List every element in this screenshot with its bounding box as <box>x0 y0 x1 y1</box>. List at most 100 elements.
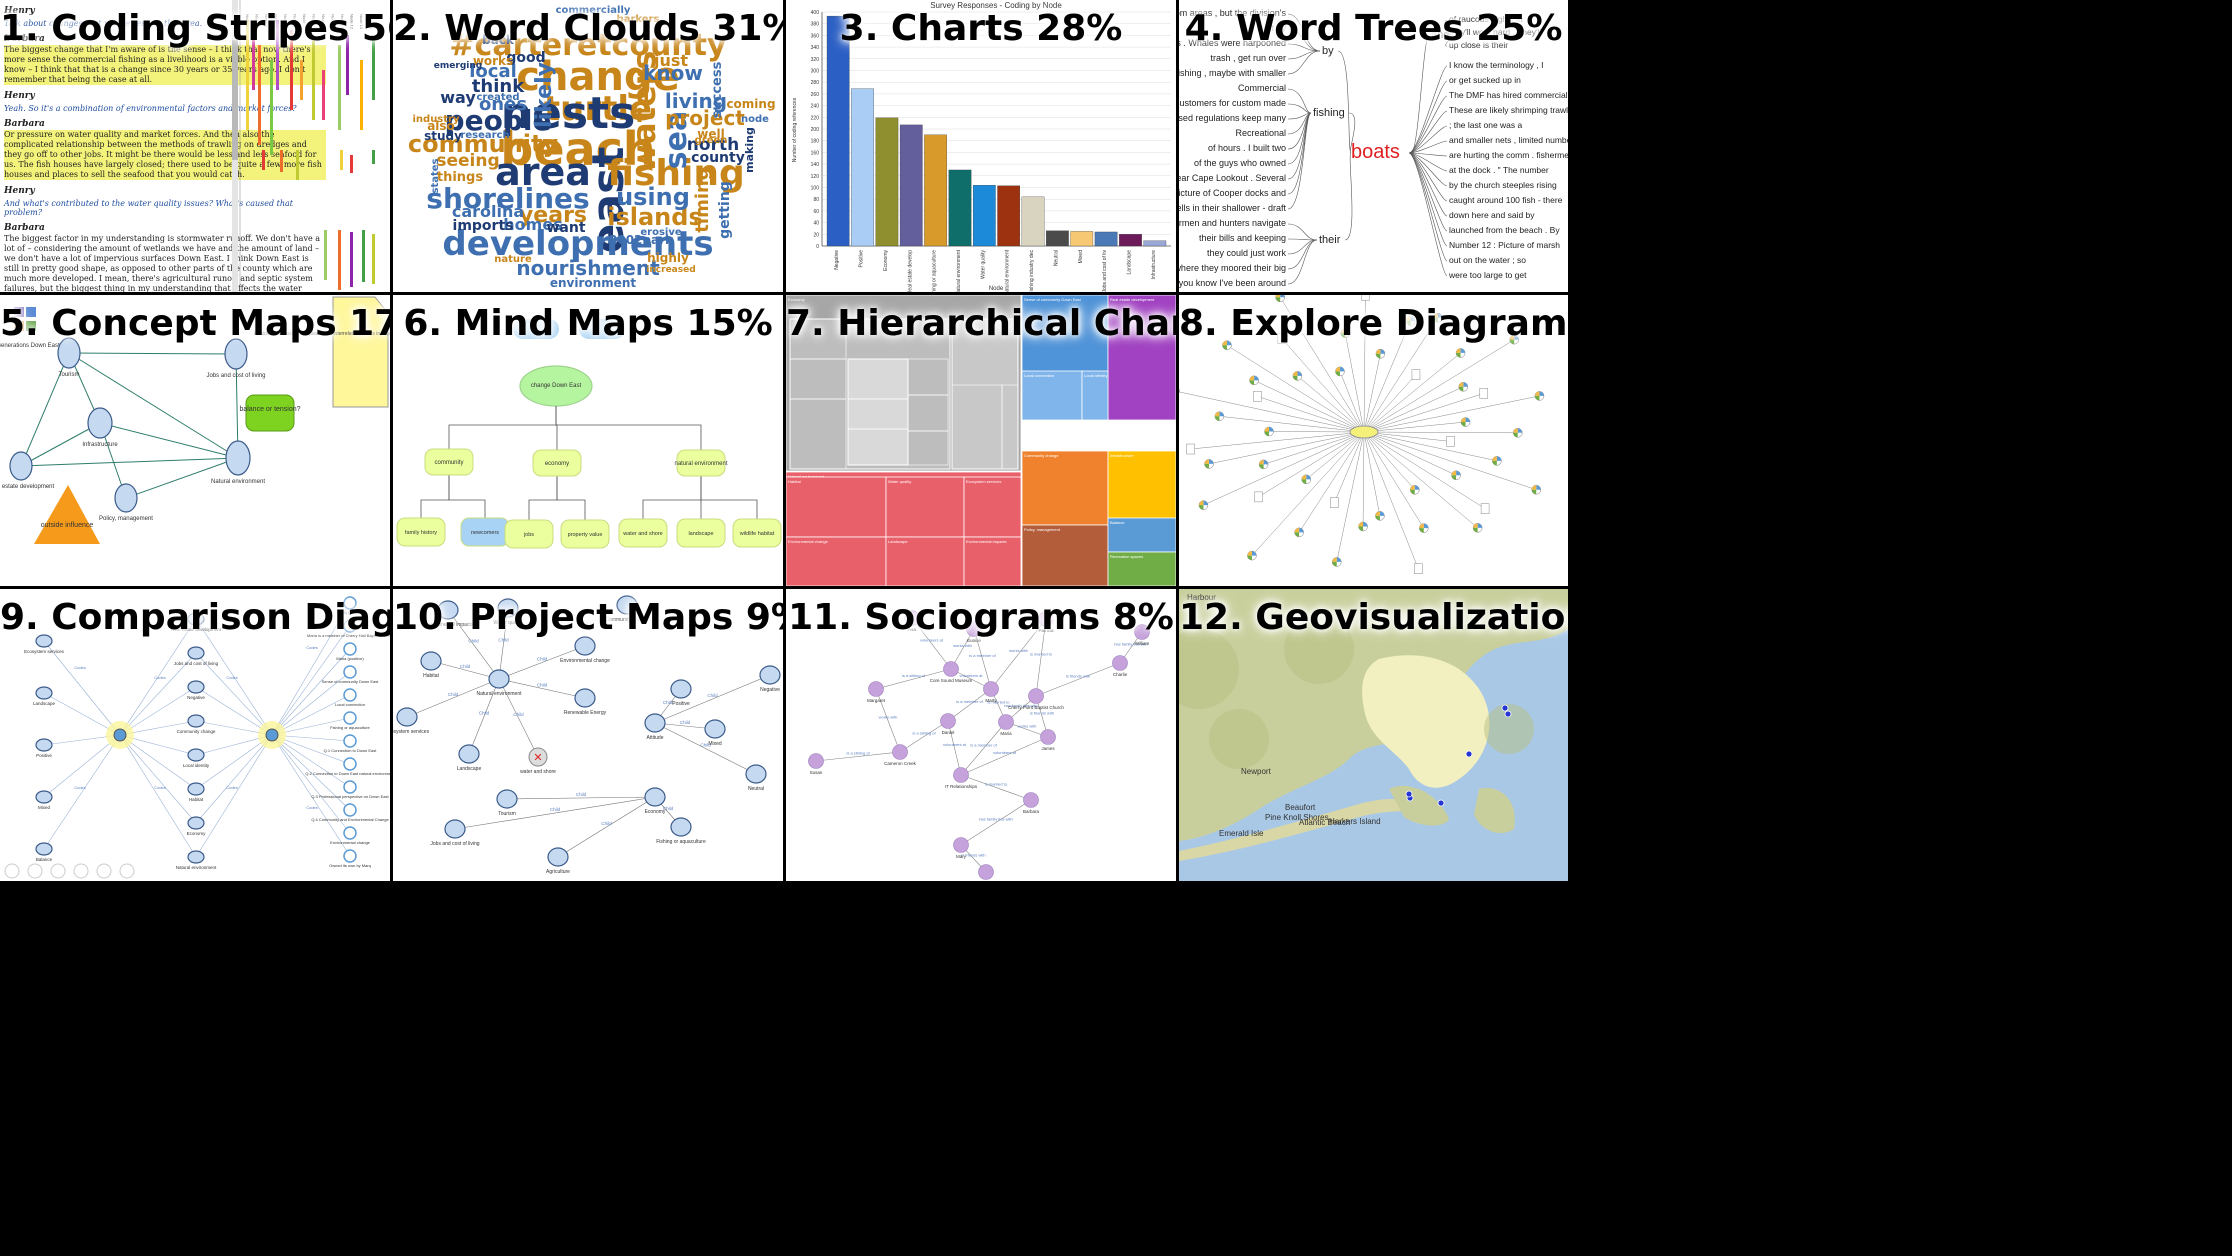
node-icon-slice <box>1531 489 1537 495</box>
cloud-word: people <box>445 104 552 137</box>
node-icon-slice <box>1463 382 1468 387</box>
edge-label: is friends with <box>1066 674 1090 679</box>
treemap-label: Environmental impacts <box>966 539 1006 544</box>
node-icon-slice <box>1473 523 1478 528</box>
concept-label: Tourism <box>58 372 79 378</box>
node-icon-slice <box>1496 456 1502 461</box>
land-highlight <box>1362 655 1490 788</box>
cloud-word: islands <box>607 203 702 231</box>
word-tree-phrase: by the church steeples rising <box>1449 180 1557 190</box>
comparison-node <box>187 714 205 728</box>
node-icon-slice <box>1299 527 1304 533</box>
node-icon-slice <box>1375 353 1381 359</box>
node-icon-slice <box>1509 339 1515 345</box>
cloud-word: industry <box>412 114 459 125</box>
speaker-name: Barbara <box>4 223 45 233</box>
node-icon-slice <box>1477 523 1483 528</box>
branch <box>1287 112 1312 210</box>
coding-stripe <box>340 150 343 170</box>
comparison-edge <box>271 734 351 834</box>
edge-label: is a sibling of <box>846 751 870 756</box>
panel-title: 10. Project Maps 9% <box>393 597 783 638</box>
cloud-word: node <box>741 114 769 125</box>
explore-edge <box>1219 416 1365 433</box>
panel-mind-map: change Down East community economy natural … <box>393 295 783 586</box>
comparison-label: Fishing or aquaculture <box>330 725 370 730</box>
bar <box>899 124 923 247</box>
comparison-node <box>343 734 357 748</box>
project-label: Tourism <box>498 811 516 817</box>
node-icon-slice <box>1203 500 1208 506</box>
concept-node <box>224 338 248 370</box>
explore-edge <box>1306 431 1365 480</box>
branch <box>1287 28 1321 52</box>
bar <box>875 117 899 247</box>
treemap-cell <box>963 476 1022 538</box>
toolbar-button[interactable] <box>50 863 66 879</box>
speaker-name: Henry <box>4 6 35 16</box>
word-tree-phrase: I know the terminology , I <box>1449 60 1544 70</box>
concept-edge <box>125 457 239 499</box>
project-label: Landscape <box>457 766 482 772</box>
comparison-edge <box>195 734 273 824</box>
explore-edge <box>1362 431 1365 527</box>
project-label: Attitude <box>647 735 664 741</box>
mind-leaf <box>396 517 446 547</box>
node-icon-slice <box>1473 527 1478 533</box>
person-label: Asa <box>908 627 916 632</box>
project-edge <box>654 722 757 775</box>
edge-label: volunteers at <box>920 638 944 643</box>
edge-label: has family ties with <box>979 817 1013 822</box>
x-tick-label: Infrastructure <box>1151 250 1157 280</box>
stripe-label: Node 6 <box>293 14 298 28</box>
document-icon <box>1330 497 1339 508</box>
interview-transcript: Henry Talk about changes that you've seen… <box>0 0 330 292</box>
branch <box>1287 43 1321 52</box>
person-label: Cameron Creek <box>884 761 917 766</box>
bar <box>997 185 1021 247</box>
comparison-label: Maria (positive) <box>336 656 364 661</box>
node-icon-slice <box>1269 427 1274 432</box>
comparison-edge <box>195 686 273 736</box>
node-icon-slice <box>1339 366 1345 372</box>
toolbar-button[interactable] <box>4 863 20 879</box>
edge-label: is married to <box>1030 652 1053 657</box>
explore-edge <box>1251 431 1365 556</box>
project-edge <box>498 607 509 680</box>
panel-geovisualization: Harbour Newport Beaufort Atlantic Beach Pine… <box>1179 589 1568 881</box>
word-tree-phrase: their bills and keeping <box>1198 233 1286 243</box>
mind-branch <box>532 449 582 477</box>
cloud-word: county <box>691 150 745 166</box>
toolbar-button[interactable] <box>119 863 135 879</box>
node-icon-slice <box>1292 375 1298 381</box>
explore-edge <box>1339 371 1365 433</box>
panel-title: 9. Comparison Diagrams 10% <box>0 597 390 638</box>
sociogram-edge <box>875 668 952 690</box>
toolbar-button[interactable] <box>96 863 112 879</box>
concept-node <box>9 451 33 481</box>
person-label: Charlie <box>1113 672 1128 677</box>
project-edge <box>454 796 656 830</box>
branch <box>1287 112 1312 120</box>
explore-edge <box>1258 431 1365 498</box>
toolbar-button[interactable] <box>73 863 89 879</box>
explore-diagram <box>1179 295 1545 574</box>
bar <box>1119 234 1142 247</box>
explore-edge <box>1344 332 1365 433</box>
x-tick-label: Jobs and cost of liv <box>1102 250 1108 292</box>
mind-edge <box>556 475 586 520</box>
person-label: Marty <box>985 698 997 703</box>
branch <box>1408 65 1448 154</box>
word-tree-phrase: Commercial <box>1237 83 1286 93</box>
map[interactable] <box>1179 589 1568 881</box>
word-tree-phrase: customers for custom made <box>1179 98 1286 108</box>
branch <box>1287 13 1321 52</box>
toolbar-button[interactable] <box>27 863 43 879</box>
panel-title: 5. Concept Maps 17% <box>0 303 390 344</box>
panel-title: 4. Word Trees 25% <box>1184 8 1563 49</box>
word-tree-phrase: down here and said by <box>1449 210 1535 220</box>
cloud-word: north <box>687 135 739 155</box>
mind-branch-label: natural environment <box>674 461 727 467</box>
explore-edge <box>1363 431 1415 490</box>
